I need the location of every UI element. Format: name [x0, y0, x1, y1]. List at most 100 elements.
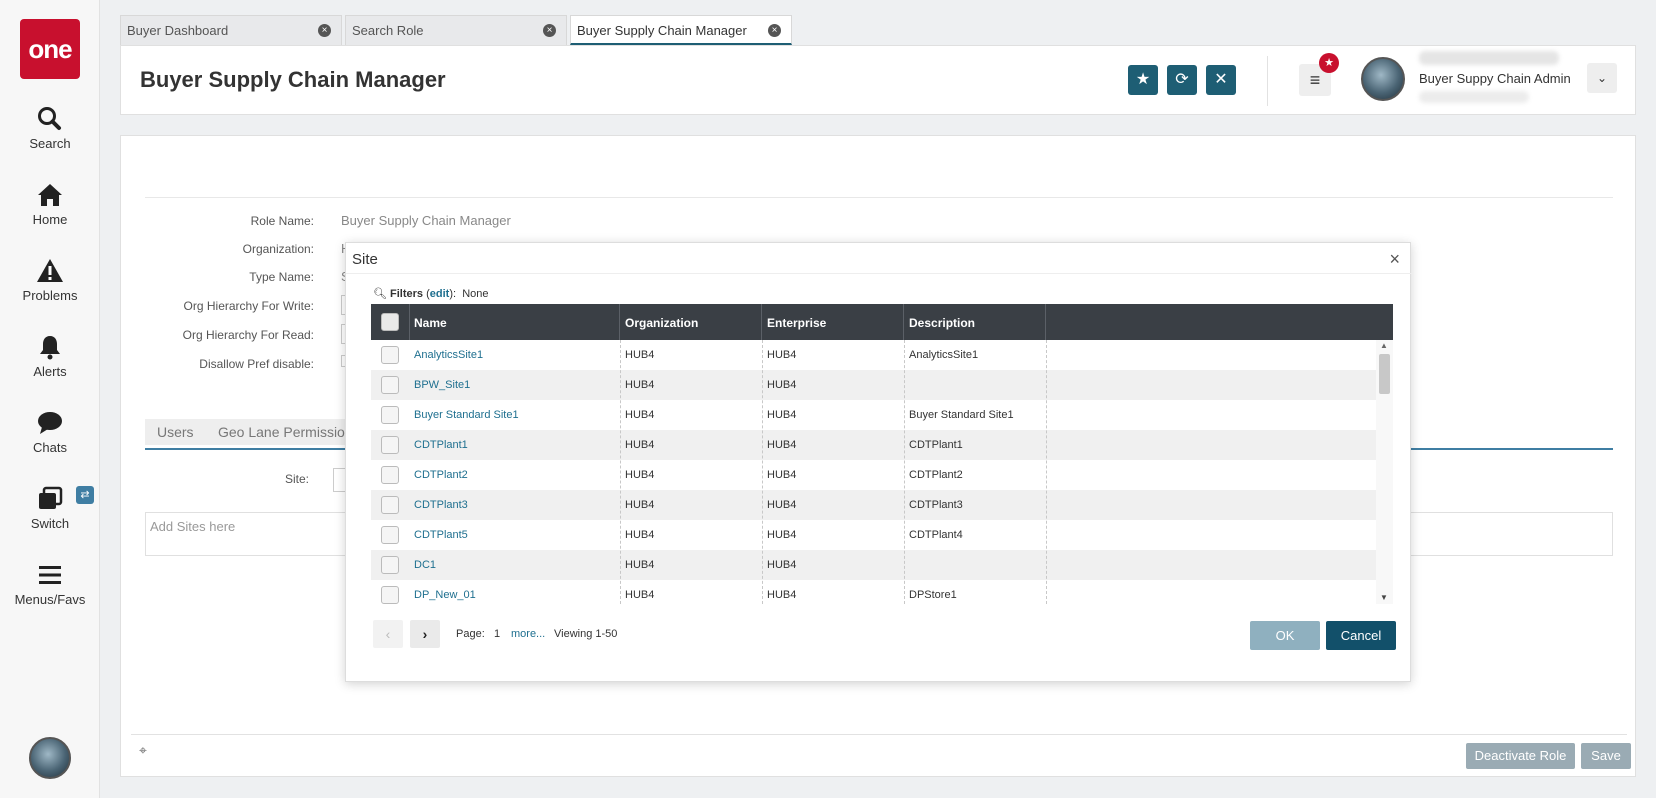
- table-row[interactable]: CDTPlant1 HUB4 HUB4 CDTPlant1: [371, 430, 1376, 460]
- column-header-organization[interactable]: Organization: [620, 304, 762, 340]
- row-checkbox[interactable]: [381, 556, 399, 574]
- header-divider: [1267, 56, 1268, 106]
- app-logo[interactable]: one: [20, 19, 80, 79]
- cell-organization: HUB4: [625, 379, 655, 391]
- table-row[interactable]: CDTPlant2 HUB4 HUB4 CDTPlant2: [371, 460, 1376, 490]
- table-row[interactable]: DP_New_01 HUB4 HUB4 DPStore1: [371, 580, 1376, 604]
- row-checkbox[interactable]: [381, 496, 399, 514]
- footer-divider: [131, 734, 1627, 735]
- scroll-thumb[interactable]: [1379, 354, 1390, 394]
- cell-name[interactable]: CDTPlant3: [414, 499, 468, 511]
- cell-organization: HUB4: [625, 469, 655, 481]
- grid-scrollbar[interactable]: ▲ ▼: [1376, 340, 1393, 604]
- ok-button[interactable]: OK: [1250, 621, 1320, 650]
- close-icon[interactable]: ×: [768, 24, 781, 37]
- close-icon[interactable]: ×: [1389, 249, 1400, 269]
- menu-icon: [36, 562, 64, 588]
- notification-star-icon[interactable]: ★: [1319, 53, 1339, 73]
- table-row[interactable]: DC1 HUB4 HUB4: [371, 550, 1376, 580]
- save-button[interactable]: Save: [1581, 743, 1631, 769]
- column-divider: [620, 340, 621, 604]
- home-icon: [36, 182, 64, 208]
- row-checkbox[interactable]: [381, 436, 399, 454]
- deactivate-role-button[interactable]: Deactivate Role: [1466, 743, 1575, 769]
- organization-label: Organization:: [242, 242, 314, 256]
- filters-edit-link[interactable]: edit: [429, 288, 450, 300]
- tab-search-role[interactable]: Search Role ×: [345, 15, 567, 45]
- refresh-button[interactable]: ⟳: [1167, 65, 1197, 95]
- table-row[interactable]: AnalyticsSite1 HUB4 HUB4 AnalyticsSite1: [371, 340, 1376, 370]
- warning-icon: [36, 258, 64, 284]
- cell-name[interactable]: CDTPlant1: [414, 439, 468, 451]
- table-row[interactable]: CDTPlant3 HUB4 HUB4 CDTPlant3: [371, 490, 1376, 520]
- column-divider: [762, 340, 763, 604]
- sidebar-item-label: Search: [29, 136, 71, 151]
- cell-name[interactable]: CDTPlant2: [414, 469, 468, 481]
- org-read-label: Org Hierarchy For Read:: [182, 328, 314, 342]
- disallow-pref-label: Disallow Pref disable:: [199, 357, 314, 371]
- tab-buyer-supply-chain-manager[interactable]: Buyer Supply Chain Manager ×: [570, 15, 792, 45]
- close-page-button[interactable]: ✕: [1206, 65, 1236, 95]
- site-input[interactable]: [333, 468, 347, 492]
- row-checkbox[interactable]: [381, 346, 399, 364]
- next-page-button[interactable]: ›: [410, 620, 440, 648]
- tab-label: Buyer Supply Chain Manager: [577, 23, 747, 38]
- divider: [145, 197, 1613, 198]
- close-icon[interactable]: ×: [543, 24, 556, 37]
- close-icon[interactable]: ×: [318, 24, 331, 37]
- cell-name[interactable]: Buyer Standard Site1: [414, 409, 519, 421]
- sidebar-item-search[interactable]: Search: [0, 106, 100, 151]
- cell-description: CDTPlant1: [909, 439, 963, 451]
- cell-organization: HUB4: [625, 439, 655, 451]
- role-name-value: Buyer Supply Chain Manager: [341, 213, 511, 228]
- sidebar-item-home[interactable]: Home: [0, 182, 100, 227]
- avatar[interactable]: [1361, 57, 1405, 101]
- table-row[interactable]: CDTPlant5 HUB4 HUB4 CDTPlant4: [371, 520, 1376, 550]
- cell-name[interactable]: DC1: [414, 559, 437, 571]
- sidebar-item-menus[interactable]: Menus/Favs: [0, 562, 100, 607]
- sidebar-item-problems[interactable]: Problems: [0, 258, 100, 303]
- scroll-down-icon[interactable]: ▼: [1380, 593, 1388, 602]
- filters-bar: 🔍︎ Filters (edit): None: [373, 288, 489, 300]
- scroll-up-icon[interactable]: ▲: [1380, 341, 1388, 350]
- left-sidebar: one Search Home Problems Alerts Chats: [0, 0, 100, 798]
- user-avatar-icon[interactable]: [29, 737, 71, 779]
- cell-name[interactable]: CDTPlant5: [414, 529, 468, 541]
- cell-name[interactable]: BPW_Site1: [414, 379, 471, 391]
- sidebar-item-switch[interactable]: Switch ⇄: [0, 486, 100, 531]
- sidebar-item-alerts[interactable]: Alerts: [0, 334, 100, 379]
- row-checkbox[interactable]: [381, 376, 399, 394]
- cell-enterprise: HUB4: [767, 559, 797, 571]
- tab-geo-lane-permission[interactable]: Geo Lane Permission: [206, 419, 365, 445]
- sidebar-item-label: Chats: [33, 440, 67, 455]
- user-menu-dropdown[interactable]: ⌄: [1587, 63, 1617, 93]
- column-header-description[interactable]: Description: [904, 304, 1046, 340]
- modal-divider: [346, 273, 1412, 274]
- tab-buyer-dashboard[interactable]: Buyer Dashboard ×: [120, 15, 342, 45]
- star-icon: ★: [1135, 71, 1151, 88]
- table-row[interactable]: BPW_Site1 HUB4 HUB4: [371, 370, 1376, 400]
- cell-name[interactable]: AnalyticsSite1: [414, 349, 484, 361]
- column-header-name[interactable]: Name: [410, 304, 620, 340]
- cell-name[interactable]: DP_New_01: [414, 589, 476, 601]
- table-row[interactable]: Buyer Standard Site1 HUB4 HUB4 Buyer Standa…: [371, 400, 1376, 430]
- favorite-button[interactable]: ★: [1128, 65, 1158, 95]
- previous-page-button[interactable]: ‹: [373, 620, 403, 648]
- row-checkbox[interactable]: [381, 466, 399, 484]
- map-pin-icon[interactable]: ⌖: [139, 742, 147, 758]
- cancel-button[interactable]: Cancel: [1326, 621, 1396, 650]
- column-header-enterprise[interactable]: Enterprise: [762, 304, 904, 340]
- cell-description: CDTPlant2: [909, 469, 963, 481]
- search-icon: 🔍︎: [373, 288, 387, 300]
- switch-arrows-icon: ⇄: [76, 486, 94, 504]
- sites-placeholder: Add Sites here: [150, 519, 236, 534]
- row-checkbox[interactable]: [381, 586, 399, 604]
- cell-description: Buyer Standard Site1: [909, 409, 1014, 421]
- tab-users[interactable]: Users: [145, 419, 206, 445]
- row-checkbox[interactable]: [381, 406, 399, 424]
- select-all-checkbox[interactable]: [381, 313, 399, 331]
- row-checkbox[interactable]: [381, 526, 399, 544]
- sidebar-item-chats[interactable]: Chats: [0, 410, 100, 455]
- column-divider: [1046, 340, 1047, 604]
- more-pages-link[interactable]: more...: [511, 628, 546, 640]
